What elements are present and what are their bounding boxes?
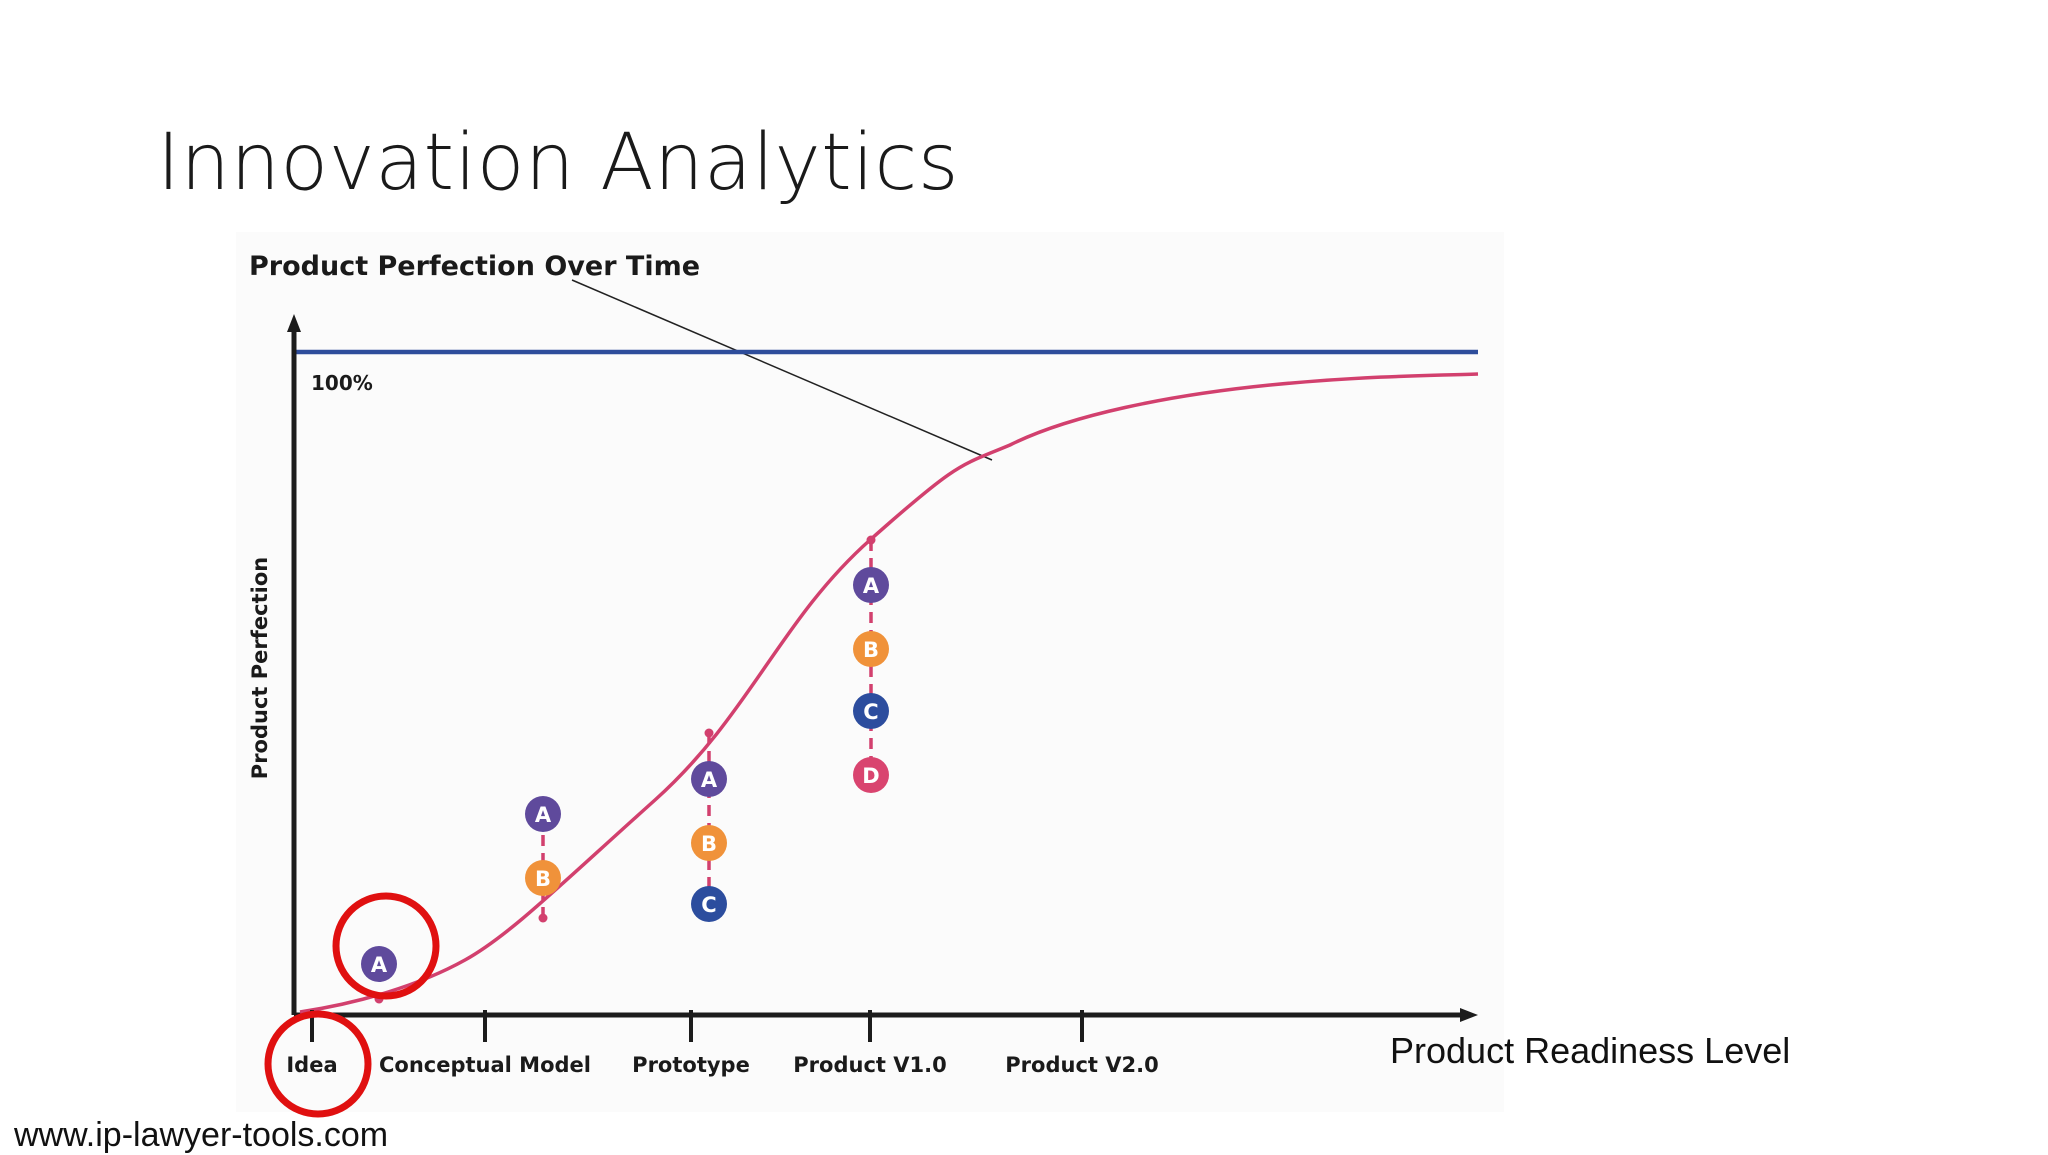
badge-d: D	[853, 757, 889, 793]
y-axis-arrow	[287, 314, 301, 332]
badge-a: A	[691, 761, 727, 797]
stage-marker-product-v1: A B C D	[853, 535, 889, 793]
badge-b: B	[853, 631, 889, 667]
stage-label-idea: Idea	[286, 1053, 337, 1077]
svg-text:A: A	[371, 953, 388, 977]
badge-a: A	[361, 946, 397, 982]
badge-a: A	[525, 796, 561, 832]
svg-text:D: D	[862, 764, 879, 788]
footer-url[interactable]: www.ip-lawyer-tools.com	[14, 1116, 389, 1154]
stage-marker-idea: A	[361, 946, 397, 1004]
stage-label-product-v2: Product V2.0	[1005, 1053, 1158, 1077]
svg-text:A: A	[535, 803, 552, 827]
stage-label-product-v1: Product V1.0	[793, 1053, 946, 1077]
badge-b: B	[525, 860, 561, 896]
ceiling-label: 100%	[311, 371, 373, 395]
y-axis-label: Product Perfection	[248, 557, 272, 779]
curve-dot	[538, 913, 548, 923]
stage-marker-prototype: A B C	[691, 728, 727, 922]
stage-marker-conceptual-model: A B	[525, 796, 561, 923]
badge-a: A	[853, 567, 889, 603]
highlight-circle-idea-label	[264, 1010, 372, 1118]
highlight-circle-idea-badge	[332, 892, 440, 1000]
axes	[287, 314, 1478, 1022]
svg-text:A: A	[701, 768, 718, 792]
badge-c: C	[691, 886, 727, 922]
x-axis-arrow	[1460, 1008, 1478, 1022]
stage-label-prototype: Prototype	[632, 1053, 750, 1077]
badge-c: C	[853, 693, 889, 729]
svg-text:B: B	[535, 867, 551, 891]
perfection-curve	[299, 372, 1479, 1014]
stage-label-conceptual-model: Conceptual Model	[379, 1053, 591, 1077]
x-axis-stage-labels: Idea Conceptual Model Prototype Product …	[286, 1053, 1158, 1077]
x-axis-ticks	[310, 1010, 1084, 1042]
diagram-title: Product Perfection Over Time	[249, 251, 700, 282]
badge-b: B	[691, 825, 727, 861]
slide-title: Innovation Analytics	[157, 118, 959, 208]
curve-dot	[704, 728, 714, 738]
svg-text:A: A	[863, 574, 880, 598]
svg-text:C: C	[701, 893, 716, 917]
svg-text:C: C	[863, 700, 878, 724]
title-leader-line	[571, 279, 993, 461]
curve-dot	[866, 535, 876, 545]
svg-text:B: B	[701, 832, 717, 856]
svg-text:B: B	[863, 638, 879, 662]
x-axis-caption: Product Readiness Level	[1390, 1030, 1791, 1071]
